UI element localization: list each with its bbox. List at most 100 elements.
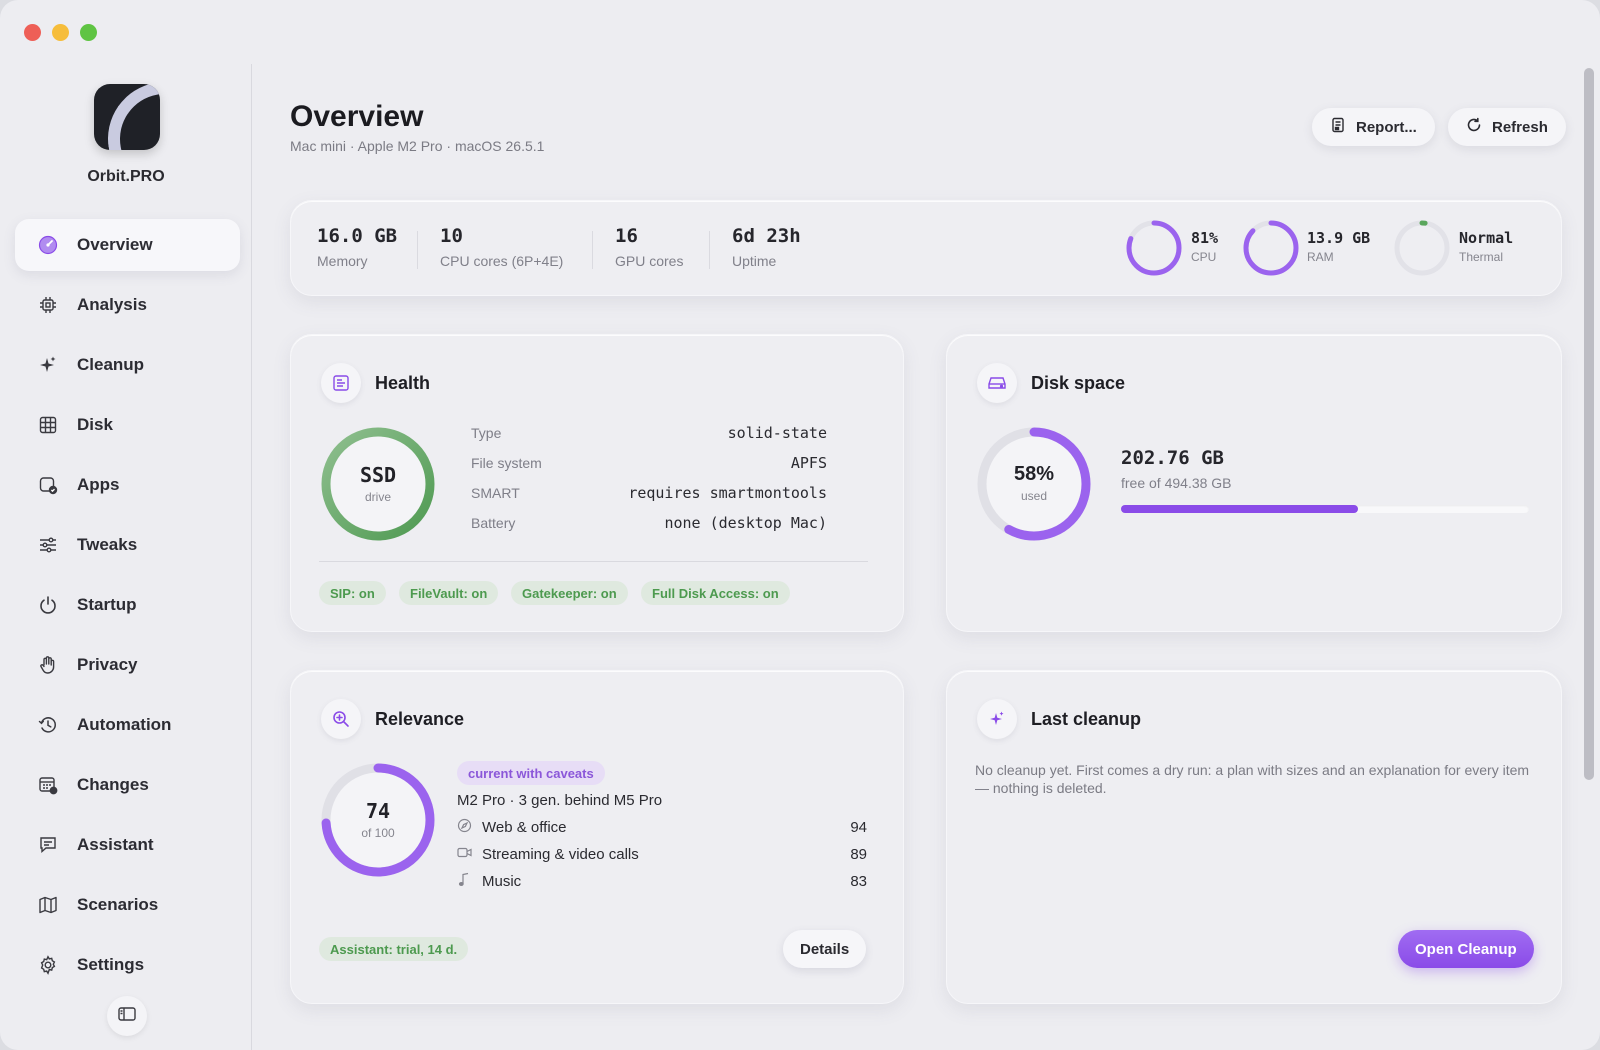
relevance-row-label: Web & office (482, 818, 567, 836)
open-cleanup-button[interactable]: Open Cleanup (1398, 930, 1534, 968)
sidebar-item-label: Cleanup (77, 355, 145, 374)
thermal-gauge (1394, 220, 1450, 276)
sidebar-item-privacy[interactable]: Privacy (15, 639, 240, 691)
cpu-gauge (1126, 220, 1182, 276)
sidebar-item-cleanup[interactable]: Cleanup (15, 339, 240, 391)
sidebar-item-disk[interactable]: Disk (15, 399, 240, 451)
close-window-button[interactable] (24, 24, 41, 41)
disk-card-header: Disk space (977, 363, 1125, 403)
zoom-window-button[interactable] (80, 24, 97, 41)
sidebar-item-label: Disk (77, 415, 113, 434)
sidebar-item-overview[interactable]: Overview (15, 219, 240, 271)
ssd-ring-main: SSD (359, 463, 397, 487)
disk-percent-sub: used (1020, 489, 1048, 503)
disk-card-title: Disk space (1031, 372, 1126, 393)
stat-divider (592, 231, 593, 269)
thermal-gauge-value: Normal (1459, 229, 1514, 247)
relevance-row-score: 89 (850, 845, 867, 863)
stat-divider (417, 231, 418, 269)
vertical-scrollbar[interactable] (1584, 68, 1594, 780)
gear-icon (38, 955, 58, 975)
health-key-filesystem: File system (471, 455, 542, 471)
disk-usage-bar (1121, 505, 1529, 513)
health-value-smart: requires smartmontools (628, 484, 827, 502)
relevance-card-title: Relevance (375, 708, 465, 729)
sidebar-item-label: Analysis (77, 295, 147, 314)
history-icon (38, 715, 58, 735)
disk-usage-arc (977, 427, 1091, 541)
ssd-ring (321, 427, 435, 541)
sidebar-item-changes[interactable]: Changes (15, 759, 240, 811)
relevance-row-label: Music (482, 872, 522, 890)
grid-icon (38, 415, 58, 435)
music-note-icon (457, 872, 482, 891)
video-icon (457, 845, 482, 864)
sidebar-item-label: Tweaks (77, 535, 138, 554)
stat-cpu-cores-label: CPU cores (6P+4E) (440, 253, 564, 269)
report-icon (1330, 117, 1346, 137)
disk-percent: 58% (1013, 463, 1055, 485)
health-key-smart: SMART (471, 485, 520, 501)
cpu-gauge-value: 81% (1191, 229, 1219, 247)
sidebar-item-label: Privacy (77, 655, 138, 674)
gauge-icon (38, 235, 58, 255)
refresh-button[interactable]: Refresh (1448, 108, 1566, 146)
sidebar-item-settings[interactable]: Settings (15, 939, 240, 991)
sidebar-item-automation[interactable]: Automation (15, 699, 240, 751)
disk-usage-ring (977, 427, 1091, 541)
app-logo (94, 84, 160, 150)
ram-gauge-text: 13.9 GB RAM (1307, 229, 1370, 264)
sparkle-icon (977, 699, 1017, 739)
sidebar-item-label: Settings (77, 955, 145, 974)
health-value-battery: none (desktop Mac) (664, 514, 827, 532)
sidebar-item-label: Scenarios (77, 895, 159, 914)
health-value-filesystem: APFS (790, 454, 827, 472)
report-button[interactable]: Report... (1312, 108, 1435, 146)
sidebar-item-startup[interactable]: Startup (15, 579, 240, 631)
assistant-trial-badge: Assistant: trial, 14 d. (319, 937, 469, 961)
page-subtitle: Mac mini · Apple M2 Pro · macOS 26.5.1 (290, 138, 545, 154)
health-key-battery: Battery (471, 515, 516, 531)
ram-gauge-value: 13.9 GB (1307, 229, 1371, 247)
thermal-gauge-text: Normal Thermal (1459, 229, 1513, 264)
sidebar-toggle-button[interactable] (107, 996, 147, 1036)
stat-gpu-cores-label: GPU cores (615, 253, 684, 269)
relevance-score: 74 (365, 799, 391, 823)
thermal-gauge-arc (1394, 220, 1450, 276)
sidebar-item-scenarios[interactable]: Scenarios (15, 879, 240, 931)
compass-icon (457, 818, 482, 837)
power-icon (38, 595, 58, 615)
details-button[interactable]: Details (783, 930, 867, 968)
stat-memory: 16.0 GB Memory (317, 225, 397, 269)
page-title: Overview (290, 100, 424, 133)
stat-uptime-value: 6d 23h (732, 225, 801, 247)
disk-free-value: 202.76 GB (1121, 447, 1224, 469)
minimize-window-button[interactable] (52, 24, 69, 41)
ssd-ring-sub: drive (364, 490, 391, 504)
sidebar-item-label: Startup (77, 595, 137, 614)
relevance-row: Music 83 (457, 870, 867, 892)
refresh-icon (1466, 117, 1482, 137)
sidebar-item-tweaks[interactable]: Tweaks (15, 519, 240, 571)
ssd-ring-arc (321, 427, 435, 541)
sidebar-item-label: Overview (77, 235, 153, 254)
relevance-row-score: 83 (850, 872, 867, 890)
relevance-row: Web & office 94 (457, 816, 867, 838)
sidebar-item-apps[interactable]: Apps (15, 459, 240, 511)
window-controls (24, 24, 97, 41)
chip-icon (38, 295, 58, 315)
sidebar-item-label: Apps (77, 475, 120, 494)
relevance-ring-label: 74 of 100 (319, 799, 437, 840)
sidebar-nav: Overview Analysis Cleanup Disk Apps Twea… (15, 219, 240, 999)
relevance-status-badge: current with caveats (457, 761, 605, 785)
stat-memory-value: 16.0 GB (317, 225, 398, 247)
badge-filevault: FileVault: on (399, 581, 499, 605)
refresh-button-label: Refresh (1492, 118, 1548, 136)
zoom-search-icon (321, 699, 361, 739)
stat-gpu-cores: 16 GPU cores (615, 225, 683, 269)
last-cleanup-header: Last cleanup (977, 699, 1141, 739)
sidebar-item-assistant[interactable]: Assistant (15, 819, 240, 871)
health-report-icon (321, 363, 361, 403)
sidebar-item-analysis[interactable]: Analysis (15, 279, 240, 331)
